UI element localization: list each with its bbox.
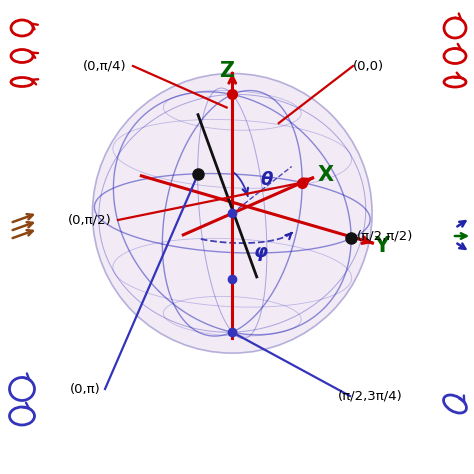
Text: (0,0): (0,0) [353,60,383,73]
Text: Y: Y [374,237,389,256]
Text: (0,π/4): (0,π/4) [83,60,127,73]
Text: X: X [318,165,334,185]
Circle shape [92,73,372,353]
Text: (π/2,3π/4): (π/2,3π/4) [337,390,402,402]
Circle shape [92,73,372,353]
Text: (0,π): (0,π) [70,383,100,395]
Text: (0,π/2): (0,π/2) [68,213,112,227]
Text: Z: Z [219,61,234,81]
Text: θ: θ [260,171,273,189]
Text: (π/2,π/2): (π/2,π/2) [357,229,413,243]
Text: φ: φ [254,244,268,262]
